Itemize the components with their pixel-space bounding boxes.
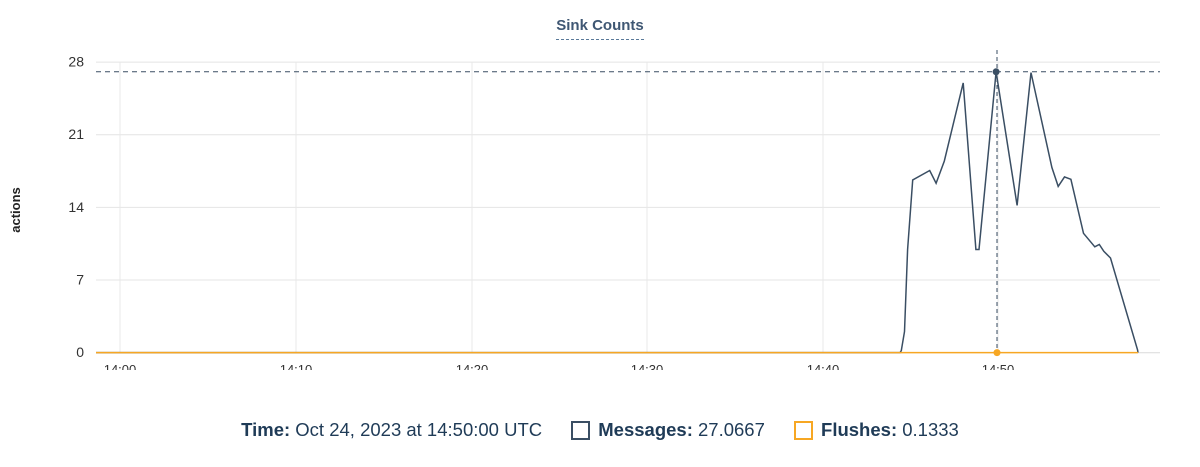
svg-text:14:00: 14:00 — [104, 362, 137, 370]
svg-text:14:30: 14:30 — [631, 362, 664, 370]
svg-text:14:10: 14:10 — [280, 362, 313, 370]
svg-text:7: 7 — [76, 271, 84, 287]
svg-text:21: 21 — [68, 126, 84, 142]
svg-text:14:20: 14:20 — [456, 362, 489, 370]
svg-text:0: 0 — [76, 344, 84, 360]
svg-text:actions: actions — [8, 187, 23, 233]
svg-text:28: 28 — [68, 54, 84, 70]
svg-text:14:50: 14:50 — [982, 362, 1015, 370]
svg-text:14: 14 — [68, 199, 84, 215]
svg-text:14:40: 14:40 — [807, 362, 840, 370]
